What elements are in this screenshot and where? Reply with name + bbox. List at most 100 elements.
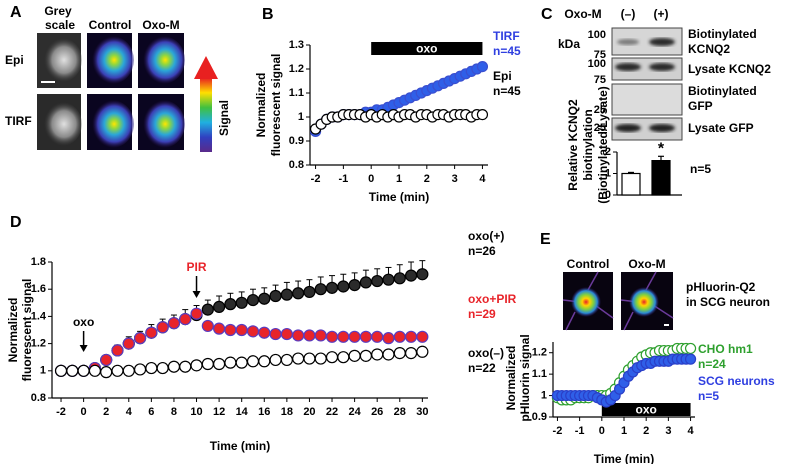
x-tick-label: 24 — [348, 406, 361, 418]
y-axis-label: Normalized — [6, 298, 20, 363]
annotation: oxo — [73, 315, 94, 329]
row-title: TIRF — [5, 114, 32, 128]
data-point — [269, 289, 282, 303]
data-point — [156, 361, 169, 375]
x-tick-label: 3 — [452, 173, 458, 185]
bar — [621, 172, 641, 196]
data-point — [258, 292, 271, 305]
data-point — [292, 329, 305, 342]
data-point — [258, 355, 271, 368]
data-point — [393, 272, 406, 285]
data-point — [476, 60, 489, 73]
data-point — [213, 300, 226, 313]
data-point — [359, 276, 372, 289]
data-point — [303, 329, 316, 342]
blot-row-label: Biotinylated — [688, 84, 757, 98]
x-tick-label: 4 — [479, 173, 486, 185]
legend-n: n=26 — [468, 244, 496, 258]
data-point — [190, 307, 203, 320]
legend-label: CHO hm1 — [698, 342, 753, 356]
x-tick-label: 8 — [171, 406, 177, 418]
significance-mark: * — [658, 141, 665, 158]
y-tick-label: 0.9 — [532, 411, 547, 423]
x-tick-label: 3 — [665, 425, 671, 437]
data-point — [100, 353, 113, 367]
data-point — [111, 344, 124, 357]
x-tick-label: 20 — [303, 406, 315, 418]
data-point — [246, 355, 260, 368]
data-point — [280, 353, 293, 367]
blot-row-label: Lysate GFP — [688, 121, 754, 135]
column-title: Control — [89, 18, 132, 32]
x-axis-label: Time (min) — [594, 452, 654, 464]
panel-label: B — [262, 6, 274, 23]
data-point — [269, 327, 282, 341]
data-point — [416, 330, 429, 343]
panel-label: A — [10, 4, 22, 21]
data-point — [77, 364, 90, 377]
legend-label: Epi — [493, 69, 512, 83]
marker-label: 75 — [594, 49, 606, 61]
row-title: Epi — [5, 53, 24, 67]
data-point — [303, 285, 316, 299]
kda-label: kDa — [558, 37, 580, 51]
data-point — [393, 347, 406, 360]
y-axis-label: fluorescent signal — [20, 279, 34, 382]
data-point — [292, 287, 305, 300]
data-point — [111, 364, 124, 377]
x-tick-label: 6 — [148, 406, 154, 418]
y-tick-label: 1.2 — [532, 347, 547, 359]
data-point — [280, 288, 293, 301]
y-axis-label: Normalized — [254, 73, 268, 138]
lane-label: (+) — [654, 7, 669, 21]
data-point — [179, 360, 192, 373]
data-point — [404, 269, 418, 282]
data-point — [269, 353, 282, 367]
column-title: Control — [567, 257, 610, 271]
data-point — [258, 326, 271, 339]
legend-n: n=24 — [698, 357, 726, 371]
column-title: Grey — [44, 4, 72, 18]
data-point — [100, 366, 113, 379]
data-point — [224, 323, 237, 337]
data-point — [213, 322, 226, 335]
data-point — [201, 357, 214, 371]
legend-label: SCG neurons — [698, 374, 775, 388]
data-point — [416, 345, 429, 358]
legend-n: n=29 — [468, 307, 496, 321]
marker-label: 75 — [594, 74, 606, 86]
panel-e-images — [562, 271, 674, 331]
data-point — [246, 325, 260, 338]
data-point — [382, 348, 395, 361]
legend-label: TIRF — [493, 29, 520, 43]
y-tick-label: 2 — [605, 146, 611, 158]
data-point — [371, 330, 384, 343]
blot-row-label: KCNQ2 — [688, 42, 730, 56]
panel-a-images — [37, 33, 218, 152]
data-point — [348, 349, 361, 362]
legend-label: oxo(–) — [468, 346, 504, 360]
data-point — [416, 268, 429, 281]
data-point — [156, 321, 169, 334]
data-point — [359, 349, 372, 362]
x-tick-label: 26 — [371, 406, 383, 418]
data-point — [235, 296, 248, 309]
data-point — [337, 280, 350, 293]
x-tick-label: 2 — [424, 173, 430, 185]
data-point — [337, 351, 350, 364]
column-title: Oxo-M — [142, 18, 179, 32]
stimulus-label: oxo — [636, 403, 657, 417]
data-point — [66, 364, 79, 377]
blot-row-label: GFP — [688, 99, 713, 113]
blot-row-label: Lysate KCNQ2 — [688, 62, 771, 76]
y-tick-label: 0 — [605, 189, 611, 201]
data-point — [476, 108, 489, 121]
marker-label: 25 — [594, 122, 606, 134]
data-point — [404, 347, 418, 360]
arrow-head — [79, 345, 88, 352]
y-tick-label: 1.3 — [289, 39, 304, 51]
y-axis-label: fluorescent signal — [269, 54, 283, 157]
data-point — [684, 353, 697, 365]
x-tick-label: 2 — [643, 425, 649, 437]
scale-label: Signal — [217, 100, 231, 136]
